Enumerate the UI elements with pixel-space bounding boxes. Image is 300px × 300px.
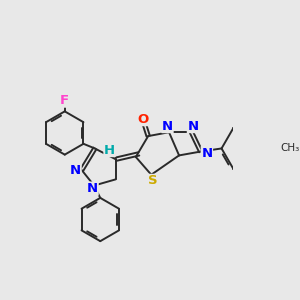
Text: N: N: [87, 182, 98, 195]
Text: O: O: [137, 112, 148, 126]
Text: H: H: [104, 143, 115, 157]
Text: N: N: [201, 147, 212, 160]
Text: CH₃: CH₃: [280, 143, 299, 154]
Text: N: N: [188, 120, 199, 133]
Text: N: N: [162, 120, 173, 133]
Text: S: S: [148, 174, 158, 188]
Text: N: N: [70, 164, 81, 177]
Text: F: F: [60, 94, 69, 107]
